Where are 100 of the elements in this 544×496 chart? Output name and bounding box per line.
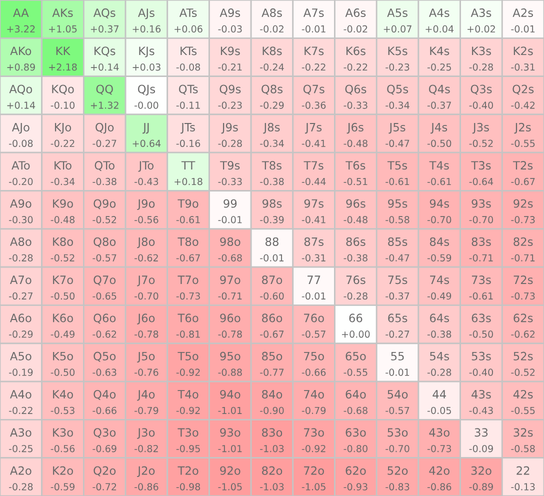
data-label: -0.73 xyxy=(427,444,452,452)
data-label: -0.37 xyxy=(427,102,451,109)
data-label: -0.33 xyxy=(344,102,368,109)
data-label: +2.18 xyxy=(49,63,77,71)
annotation: Q9o xyxy=(94,199,116,210)
data-label: -0.70 xyxy=(427,216,452,224)
data-label: -1.01 xyxy=(218,444,242,452)
data-label: -0.34 xyxy=(50,178,75,186)
data-label: -0.50 xyxy=(427,140,452,147)
data-label: -0.02 xyxy=(260,25,284,33)
annotation: AJo xyxy=(12,123,30,134)
annotation: 98s xyxy=(262,199,282,208)
annotation: K8o xyxy=(53,237,73,246)
annotation: T7o xyxy=(178,276,198,284)
annotation: 52o xyxy=(388,466,408,475)
data-label: -0.70 xyxy=(469,216,493,224)
data-label: +0.03 xyxy=(132,63,160,71)
data-label: -0.49 xyxy=(50,330,74,338)
data-label: -0.67 xyxy=(260,330,284,338)
annotation: 76o xyxy=(304,314,324,322)
data-label: -0.27 xyxy=(386,330,410,338)
data-label: -0.86 xyxy=(134,483,158,490)
annotation: 85o xyxy=(262,352,282,360)
annotation: Q6s xyxy=(345,84,366,95)
annotation: 53s xyxy=(472,352,491,360)
data-label: -0.82 xyxy=(134,444,158,452)
data-label: -0.53 xyxy=(50,406,74,414)
annotation: T9o xyxy=(178,199,198,208)
annotation: A6s xyxy=(345,8,366,18)
annotation: Q4o xyxy=(94,390,116,400)
data-label: +0.16 xyxy=(132,25,161,33)
annotation: 43s xyxy=(472,390,491,399)
annotation: 53o xyxy=(388,428,408,437)
data-label: -0.47 xyxy=(386,254,410,262)
data-label: -0.86 xyxy=(427,483,452,490)
data-label: -0.29 xyxy=(260,102,284,109)
annotation: ATs xyxy=(179,8,197,18)
annotation: 43o xyxy=(429,428,450,437)
annotation: K6o xyxy=(53,314,73,322)
annotation: 92o xyxy=(220,466,240,475)
data-label: -0.76 xyxy=(134,368,158,376)
annotation: K8s xyxy=(262,46,282,56)
annotation: J3o xyxy=(137,428,155,439)
data-label: -0.22 xyxy=(302,63,326,71)
annotation: T9s xyxy=(220,161,240,170)
data-label: -0.34 xyxy=(260,140,284,147)
annotation: 88 xyxy=(266,237,278,246)
annotation: T5o xyxy=(178,352,198,360)
data-label: -0.56 xyxy=(134,216,158,224)
annotation: A3o xyxy=(10,428,32,437)
data-label: -0.47 xyxy=(386,140,410,147)
annotation: 97s xyxy=(304,199,324,208)
data-label: -0.62 xyxy=(511,330,535,338)
annotation: Q3s xyxy=(470,84,492,95)
annotation: 83s xyxy=(472,237,491,246)
annotation: 62s xyxy=(514,314,533,322)
data-label: -0.71 xyxy=(469,254,493,262)
data-label: -0.71 xyxy=(218,292,242,300)
annotation: Q7o xyxy=(94,276,116,286)
annotation: K3s xyxy=(472,46,491,56)
data-label: -0.01 xyxy=(302,292,326,300)
annotation: AKs xyxy=(52,8,73,18)
data-label: -0.92 xyxy=(176,368,200,376)
data-label: +0.04 xyxy=(426,25,454,33)
annotation: 52s xyxy=(514,352,533,360)
annotation: KK xyxy=(56,46,70,56)
data-label: -0.50 xyxy=(469,330,493,338)
data-label: -0.09 xyxy=(469,444,493,452)
annotation: QJs xyxy=(138,84,156,96)
annotation: T2o xyxy=(178,466,198,475)
annotation: J8s xyxy=(263,122,280,134)
annotation: KQs xyxy=(94,46,116,56)
annotation: T3o xyxy=(178,428,198,437)
annotation: J4s xyxy=(430,123,448,134)
annotation: 55 xyxy=(391,352,404,360)
annotation: 75o xyxy=(304,352,324,360)
data-label: -0.43 xyxy=(134,178,158,186)
data-label: -0.92 xyxy=(176,406,200,414)
annotation: ATo xyxy=(12,161,30,170)
annotation: T4o xyxy=(178,390,198,399)
annotation: 65s xyxy=(388,314,408,322)
annotation: 32o xyxy=(471,466,492,475)
annotation: Q5o xyxy=(94,352,116,362)
data-label: -0.62 xyxy=(92,330,116,338)
annotation: A2o xyxy=(10,466,32,475)
data-label: -0.11 xyxy=(176,102,200,109)
annotation: 97o xyxy=(220,276,240,284)
data-label: -0.25 xyxy=(427,63,451,71)
data-label: -0.02 xyxy=(344,25,368,33)
annotation: A5o xyxy=(10,352,32,360)
data-label: -0.29 xyxy=(8,330,33,338)
data-label: -0.55 xyxy=(511,140,535,147)
annotation: K5s xyxy=(388,46,408,56)
annotation: T6o xyxy=(178,314,198,322)
annotation: K4o xyxy=(53,390,73,399)
annotation: 77 xyxy=(308,276,320,284)
data-label: +3.22 xyxy=(7,25,35,33)
annotation: AKo xyxy=(10,46,32,56)
annotation: K9s xyxy=(220,46,240,56)
annotation: J9s xyxy=(221,122,238,134)
